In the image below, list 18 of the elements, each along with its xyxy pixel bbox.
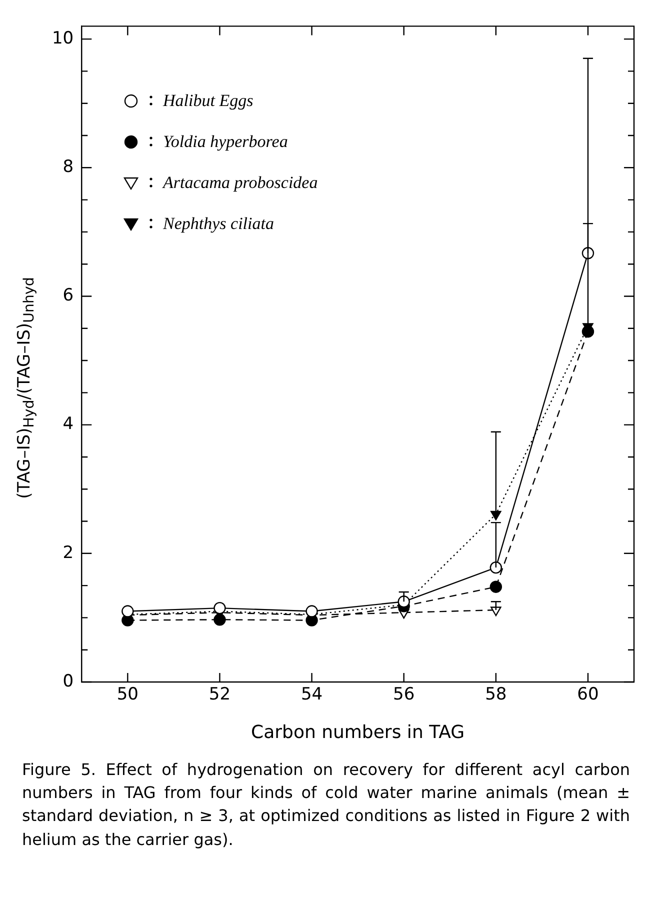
y-tick-label: 10 <box>52 28 74 48</box>
legend-label: Yoldia hyperborea <box>163 132 288 152</box>
legend-label: Artacama proboscidea <box>163 172 318 192</box>
y-tick-label: 0 <box>62 671 74 692</box>
legend-label: Halibut Eggs <box>163 90 254 110</box>
x-tick-label: 58 <box>485 684 507 705</box>
x-tick-label: 52 <box>208 684 231 705</box>
caption: Figure 5. Effect of hydrogenation on recovery for different acyl carbon numbers in TAG from four kinds of cold water marine animals (mean ± standard deviation, n ≥ 3, at optimized conditions as listed in Figure 2 with helium as the carrier gas). <box>22 759 630 851</box>
x-tick-label: 56 <box>393 684 415 705</box>
y-tick-label: 8 <box>62 157 74 178</box>
y-tick-label: 2 <box>62 542 74 563</box>
x-tick-label: 60 <box>577 684 599 705</box>
x-tick-label: 54 <box>300 684 323 705</box>
y-tick-label: 6 <box>62 286 74 306</box>
x-tick-label: 50 <box>116 684 138 705</box>
y-tick-label: 4 <box>62 414 74 434</box>
x-axis-title: Carbon numbers in TAG <box>251 722 465 743</box>
legend-label: Nephthys ciliata <box>163 214 274 234</box>
